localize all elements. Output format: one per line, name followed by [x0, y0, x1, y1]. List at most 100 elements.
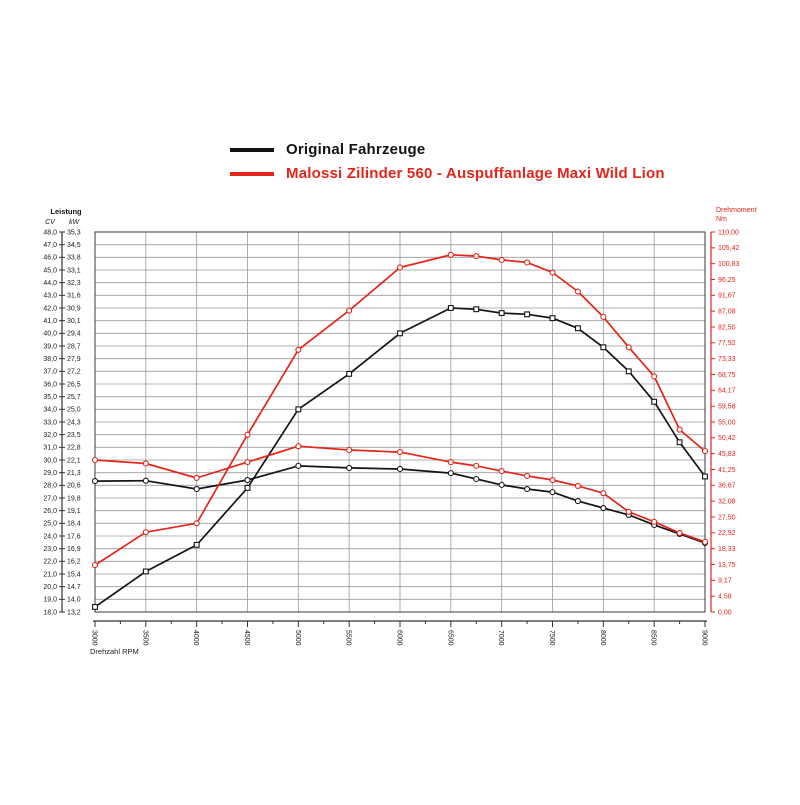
nm-tick-label: 59,58 [718, 404, 736, 411]
kw-tick-label: 14,7 [67, 584, 81, 591]
data-point-marker [346, 307, 353, 314]
cv-tick-label: 25,0 [43, 521, 57, 528]
cv-tick-label: 23,0 [43, 546, 57, 553]
kw-tick-label: 32,3 [67, 280, 81, 287]
data-point-marker [447, 305, 454, 311]
nm-tick-label: 100,83 [718, 261, 740, 268]
cv-tick-label: 37,0 [43, 369, 57, 376]
cv-tick-label: 28,0 [43, 483, 57, 490]
cv-tick-label: 22,0 [43, 559, 57, 566]
nm-tick-label: 68,75 [718, 372, 736, 379]
kw-tick-label: 22,1 [67, 457, 81, 464]
kw-tick-label: 19,1 [67, 508, 81, 515]
kw-tick-label: 31,6 [67, 293, 81, 300]
data-point-marker [244, 431, 251, 438]
legend-item-malossi: Malossi Zilinder 560 - Auspuffanlage Max… [230, 165, 665, 182]
data-point-marker [549, 315, 556, 322]
data-point-marker [193, 485, 200, 493]
data-point-marker [142, 529, 149, 536]
legend-swatch-malossi [230, 171, 274, 176]
nm-tick-label: 36,67 [718, 483, 736, 490]
nm-tick-label: 4,58 [718, 594, 732, 601]
cv-tick-label: 41,0 [43, 318, 57, 325]
cv-tick-label: 31,0 [43, 445, 57, 452]
data-point-marker [625, 508, 632, 515]
cv-tick-label: 47,0 [43, 242, 57, 249]
nm-tick-label: 18,33 [718, 546, 736, 553]
data-point-marker [524, 311, 531, 318]
nm-tick-label: 13,75 [718, 562, 736, 569]
nm-tick-label: 0,00 [718, 609, 732, 616]
data-point-marker [244, 476, 251, 484]
data-point-marker [473, 475, 480, 483]
data-point-marker [142, 477, 149, 484]
kw-tick-label: 30,1 [67, 318, 81, 325]
nm-tick-label: 110,00 [718, 229, 739, 236]
kw-tick-label: 27,9 [67, 356, 81, 363]
data-point-marker [549, 476, 556, 484]
cv-tick-label: 18,0 [43, 609, 57, 616]
cv-tick-label: 43,0 [43, 293, 57, 300]
rpm-tick-label: 4500 [243, 630, 250, 646]
x-axis-rpm: 3000 3500 4000 4500 5000 5500 6000 6500 7000 7500… [90, 620, 708, 656]
data-point-marker [498, 468, 505, 475]
kw-tick-label: 21,3 [67, 470, 81, 477]
series-line [94, 307, 706, 608]
cv-tick-label: 27,0 [43, 495, 57, 502]
cv-tick-label: 26,0 [43, 508, 57, 515]
data-point-marker [574, 288, 581, 295]
data-point-marker [600, 490, 607, 497]
cv-tick-label: 30,0 [43, 457, 57, 464]
data-point-marker [473, 306, 480, 313]
kw-tick-label: 28,7 [67, 343, 81, 350]
nm-tick-label: 91,67 [718, 293, 736, 300]
cv-tick-label: 21,0 [43, 571, 57, 578]
nm-tick-label: 27,50 [718, 514, 736, 521]
nm-tick-label: 87,08 [718, 309, 736, 316]
rpm-tick-label: 3000 [91, 630, 98, 646]
data-point-marker [574, 482, 581, 489]
kw-tick-label: 24,3 [67, 419, 81, 426]
series-3 [91, 443, 709, 545]
rpm-tick-label: 4000 [192, 630, 199, 646]
data-point-marker [651, 518, 658, 525]
data-point-marker [295, 462, 302, 469]
nm-tick-label: 41,25 [718, 467, 736, 474]
cv-tick-label: 33,0 [43, 419, 57, 426]
data-point-marker [397, 330, 403, 337]
data-point-marker [91, 456, 99, 464]
nm-tick-label: 105,42 [718, 245, 740, 252]
right-axis-drehmoment: Drehmoment Nm 110,00 105,42 100,83 96,25 91,67… [710, 207, 757, 616]
data-point-marker [702, 473, 708, 480]
series-line [94, 445, 706, 543]
data-point-marker [524, 472, 531, 479]
data-point-marker [600, 313, 607, 320]
cv-tick-label: 20,0 [43, 584, 57, 591]
data-point-marker [193, 520, 200, 527]
data-point-marker [498, 310, 505, 317]
nm-tick-label: 77,92 [718, 340, 736, 347]
kw-tick-label: 25,7 [67, 394, 81, 401]
kw-tick-label: 18,4 [67, 521, 81, 528]
data-point-marker [295, 346, 302, 353]
nm-tick-label: 82,50 [718, 324, 736, 331]
cv-tick-label: 39,0 [43, 343, 57, 350]
nm-tick-label: 22,92 [718, 530, 736, 537]
data-point-marker [396, 449, 404, 456]
rpm-tick-label: 7000 [497, 630, 504, 646]
rpm-tick-label: 8000 [599, 630, 606, 646]
data-point-marker [701, 538, 709, 545]
data-point-marker [625, 344, 632, 351]
data-point-marker [346, 464, 353, 471]
nm-tick-label: 9,17 [718, 578, 732, 585]
cv-tick-label: 24,0 [43, 533, 57, 540]
kw-tick-label: 35,3 [67, 229, 81, 236]
data-point-marker [142, 460, 149, 467]
cv-tick-label: 34,0 [43, 407, 57, 414]
kw-tick-label: 34,5 [67, 242, 81, 249]
kw-tick-label: 23,5 [67, 432, 81, 439]
right-axis-unit: Nm [716, 216, 727, 223]
rpm-tick-label: 3500 [141, 630, 148, 646]
